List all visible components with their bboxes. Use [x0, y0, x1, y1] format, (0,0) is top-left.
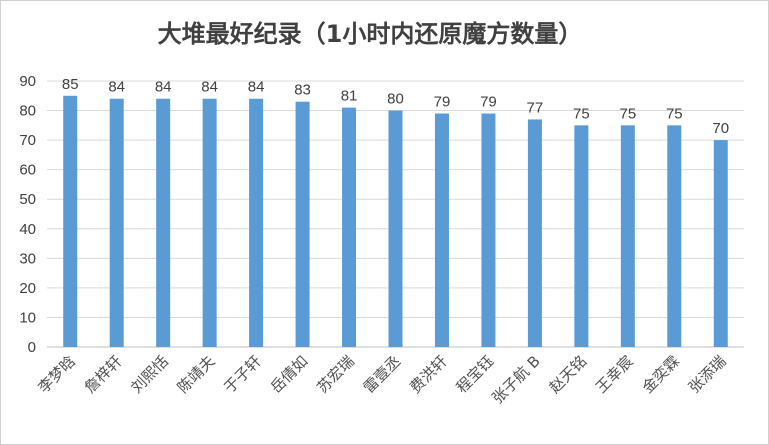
data-label: 84 — [108, 79, 125, 96]
x-tick-label: 王幸宸 — [592, 352, 637, 397]
bar — [295, 101, 310, 347]
data-label: 75 — [573, 105, 590, 122]
data-label: 84 — [201, 79, 218, 96]
x-tick-label: 雷壹丞 — [360, 352, 405, 397]
bar — [388, 110, 403, 347]
bar — [249, 98, 264, 347]
data-label: 75 — [619, 105, 636, 122]
y-tick-label: 10 — [19, 309, 36, 326]
data-label: 85 — [62, 76, 79, 93]
x-tick-label: 于子轩 — [220, 352, 265, 397]
y-tick-label: 90 — [19, 73, 36, 90]
x-tick-label: 程宝钰 — [453, 352, 498, 397]
bar — [574, 125, 589, 347]
x-tick-label: 詹梓轩 — [81, 352, 126, 397]
y-tick-label: 20 — [19, 280, 36, 297]
y-tick-label: 60 — [19, 162, 36, 179]
x-tick-label: 赵天铭 — [546, 352, 591, 397]
bar — [202, 98, 217, 347]
bar — [342, 107, 357, 347]
data-label: 79 — [434, 94, 451, 111]
bar — [527, 119, 542, 347]
bars — [63, 95, 728, 348]
data-label: 83 — [294, 82, 311, 99]
x-tick-label: 刘熙恬 — [127, 352, 172, 397]
data-label: 79 — [480, 94, 497, 111]
data-label: 70 — [712, 120, 729, 137]
bar — [481, 113, 496, 347]
bar — [63, 95, 78, 348]
data-label: 75 — [666, 105, 683, 122]
y-tick-label: 80 — [19, 103, 36, 120]
x-tick-label: 陈靖夫 — [174, 352, 219, 397]
bar — [620, 125, 635, 347]
y-tick-label: 50 — [19, 191, 36, 208]
y-tick-label: 30 — [19, 250, 36, 267]
data-labels: 85 84 84 84 84 83 81 80 79 79 77 75 75 75 70 — [62, 76, 729, 137]
x-tick-label: 金奕霖 — [639, 352, 684, 397]
bar — [713, 140, 728, 347]
chart-title: 大堆最好纪录（1小时内还原魔方数量） — [158, 20, 583, 48]
x-tick-label: 岳倩如 — [267, 352, 312, 397]
x-tick-label: 费洪轩 — [406, 352, 451, 397]
bar — [667, 125, 682, 347]
data-label: 80 — [387, 91, 404, 108]
x-tick-label: 苏宏瑞 — [313, 352, 358, 397]
y-tick-label: 70 — [19, 132, 36, 149]
x-tick-label: 李梦晗 — [35, 352, 80, 397]
data-label: 84 — [155, 79, 172, 96]
bar — [434, 113, 449, 347]
data-label: 84 — [248, 79, 265, 96]
y-tick-label: 0 — [28, 339, 36, 356]
y-axis-ticks: 0 10 20 30 40 50 60 70 80 90 — [19, 73, 36, 356]
data-label: 77 — [527, 99, 544, 116]
bar — [156, 98, 171, 347]
x-tick-label: 张子航 B — [489, 352, 544, 407]
data-label: 81 — [341, 88, 358, 105]
bar — [109, 98, 124, 347]
y-tick-label: 40 — [19, 221, 36, 238]
x-tick-label: 张添瑞 — [685, 352, 730, 397]
